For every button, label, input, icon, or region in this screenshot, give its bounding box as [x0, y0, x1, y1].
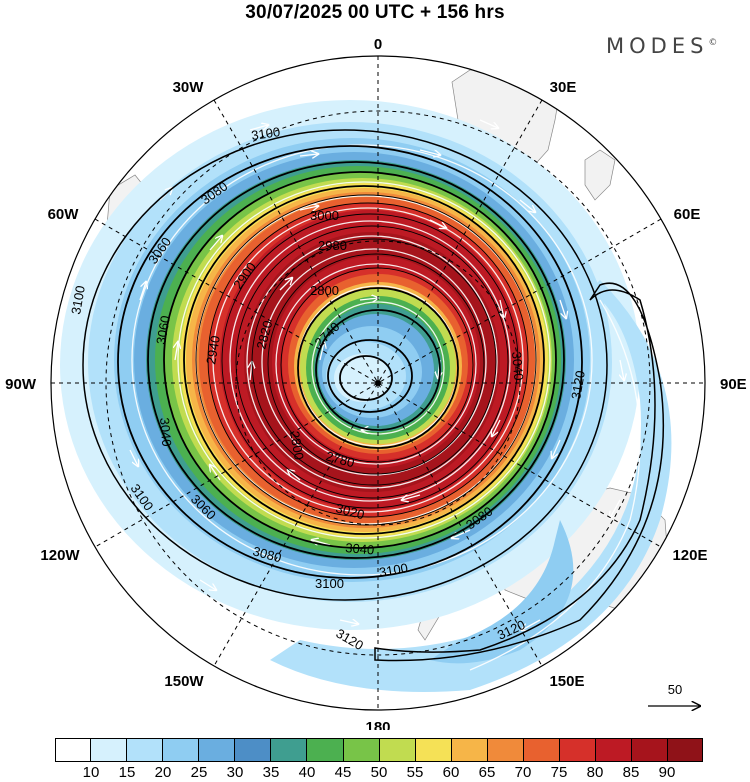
colorbar-box: [307, 738, 344, 762]
svg-text:2940: 2940: [203, 334, 223, 365]
svg-text:3120: 3120: [568, 369, 588, 400]
lon-label-90w: 90W: [5, 376, 37, 393]
colorbar-box: [451, 738, 488, 762]
colorbar-box: [199, 738, 236, 762]
contour-lines-inner: [195, 194, 537, 526]
colorbar-box: [595, 738, 632, 762]
lon-label-30w: 30W: [173, 79, 205, 96]
colorbar-box: [343, 738, 380, 762]
colorbar-box: [55, 738, 92, 762]
wind-speed-shading: [51, 56, 705, 710]
colorbar-box: [668, 738, 704, 762]
colorbar-tick-label: 50: [370, 764, 388, 781]
colorbar-tick-label: 85: [622, 764, 640, 781]
svg-text:3040: 3040: [157, 417, 174, 447]
colorbar-tick-label: 40: [298, 764, 316, 781]
colorbar-box: [127, 738, 164, 762]
colorbar-box: [487, 738, 524, 762]
svg-text:3060: 3060: [153, 314, 173, 345]
colorbar-box: [523, 738, 560, 762]
colorbar-tick-label: 55: [406, 764, 424, 781]
svg-text:2820: 2820: [253, 319, 275, 351]
lon-label-150w: 150W: [164, 673, 204, 690]
colorbar-box: [235, 738, 272, 762]
lon-label-120e: 120E: [672, 547, 707, 564]
map-title: 30/07/2025 00 UTC + 156 hrs: [245, 2, 505, 23]
lon-label-60w: 60W: [48, 206, 80, 223]
colorbar-box: [163, 738, 200, 762]
colorbar-tick-label: 30: [226, 764, 244, 781]
colorbar-tick-label: 10: [82, 764, 100, 781]
svg-text:3100: 3100: [250, 124, 281, 143]
polar-map: 3100 3080 3060 3100 3060 3040 3100 3060 …: [5, 36, 747, 730]
svg-text:3080: 3080: [251, 543, 283, 565]
graticule: [51, 56, 705, 710]
svg-text:2980: 2980: [318, 238, 347, 253]
svg-text:2800: 2800: [310, 283, 339, 298]
svg-text:3100: 3100: [315, 576, 344, 591]
lon-label-150e: 150E: [549, 673, 584, 690]
colorbar-box: [632, 738, 669, 762]
colorbar-box: [559, 738, 596, 762]
colorbar-tick-label: 75: [550, 764, 568, 781]
svg-text:3020: 3020: [334, 500, 366, 522]
svg-text:2780: 2780: [324, 448, 356, 470]
lon-label-60e: 60E: [674, 206, 701, 223]
svg-text:3100: 3100: [68, 284, 88, 315]
colorbar-box: [271, 738, 308, 762]
lon-label-90e: 90E: [720, 376, 747, 393]
land-madagascar: [584, 149, 616, 201]
colorbar-tick-label: 20: [154, 764, 172, 781]
colorbar-tick-label: 70: [514, 764, 532, 781]
longitude-labels: 0 180 90E 90W 30E 30W 60E 60W 120E 120W …: [5, 36, 747, 730]
reference-vector: 50: [648, 682, 700, 706]
colorbar-tick-label: 65: [478, 764, 496, 781]
colorbar-tick-label: 80: [586, 764, 604, 781]
wind-arrows: [129, 119, 680, 630]
colorbar-box: [379, 738, 416, 762]
svg-text:3040: 3040: [345, 540, 375, 557]
colorbar-box: [91, 738, 128, 762]
colorbar-tick-label: 25: [190, 764, 208, 781]
modes-logo: MODES©: [606, 34, 718, 58]
colorbar-tick-label: 15: [118, 764, 136, 781]
colorbar-tick-label: 45: [334, 764, 352, 781]
colorbar-box: [415, 738, 452, 762]
svg-text:3100: 3100: [378, 560, 409, 580]
lon-label-30e: 30E: [550, 79, 577, 96]
south-pole-marker: [375, 380, 381, 386]
colorbar-tick-label: 90: [658, 764, 676, 781]
map-border: [50, 55, 706, 711]
lon-label-120w: 120W: [40, 547, 80, 564]
lon-label-180: 180: [365, 719, 390, 730]
svg-text:2800: 2800: [287, 430, 307, 461]
svg-text:3000: 3000: [310, 208, 339, 223]
colorbar-tick-label: 35: [262, 764, 280, 781]
svg-text:3040: 3040: [509, 351, 526, 381]
lon-label-0: 0: [374, 36, 382, 53]
svg-text:50: 50: [668, 682, 682, 697]
colorbar: [55, 738, 704, 762]
colorbar-tick-label: 60: [442, 764, 460, 781]
